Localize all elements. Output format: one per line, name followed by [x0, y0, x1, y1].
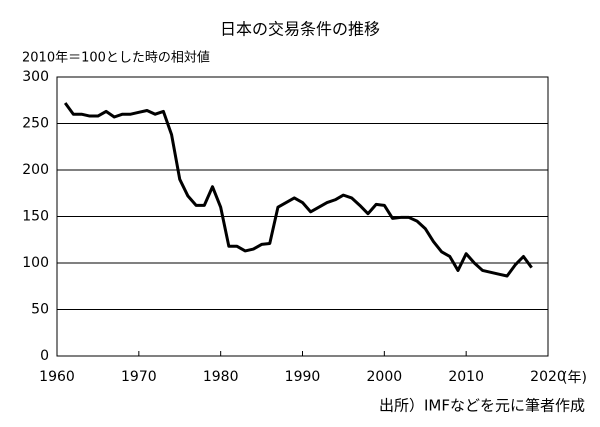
- y-axis-label: 2010年＝100とした時の相対値: [22, 50, 210, 66]
- plot-frame: [56, 76, 549, 357]
- y-tick-label: 150: [22, 209, 49, 225]
- x-tick-label: 1980: [203, 369, 239, 385]
- x-tick-label: 2000: [367, 369, 403, 385]
- y-tick-label: 0: [40, 348, 49, 364]
- x-tick-label: 2020: [530, 369, 566, 385]
- y-tick-label: 300: [22, 69, 49, 85]
- source-note: 出所）IMFなどを元に筆者作成: [379, 397, 585, 415]
- x-tick-label: 1970: [121, 369, 157, 385]
- y-tick-label: 250: [22, 116, 49, 132]
- chart-title: 日本の交易条件の推移: [220, 20, 380, 39]
- line: [63, 102, 533, 278]
- y-tick-label: 100: [22, 255, 49, 271]
- x-tick-label: 2010: [448, 369, 484, 385]
- y-tick-label: 50: [31, 302, 49, 318]
- x-tick-label: 1990: [285, 369, 321, 385]
- x-axis-label: (年): [562, 370, 587, 386]
- y-tick-label: 200: [22, 162, 49, 178]
- x-tick-label: 1960: [39, 369, 75, 385]
